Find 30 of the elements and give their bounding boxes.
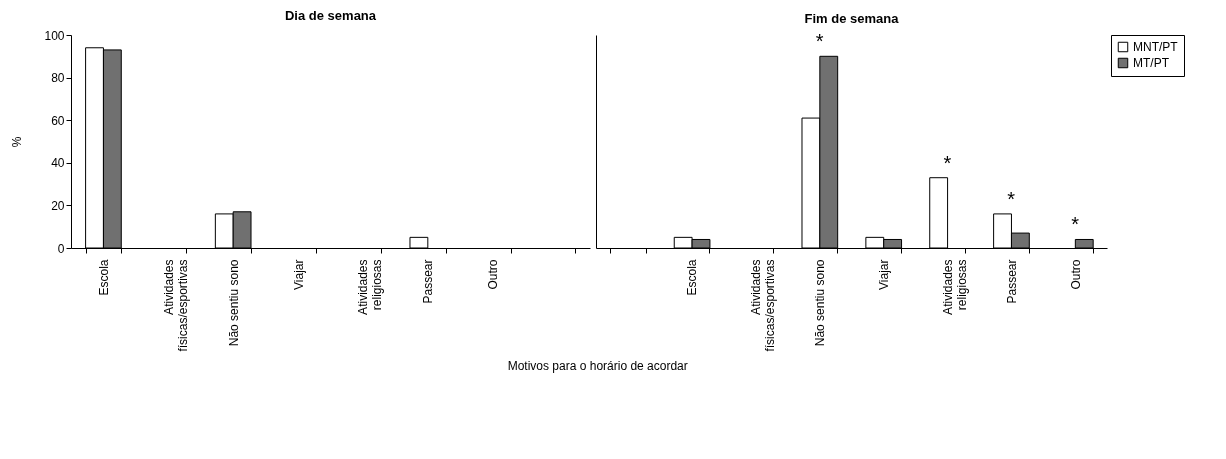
x-tick-label: Atividades religiosas bbox=[356, 259, 385, 315]
annotation: * bbox=[815, 30, 824, 53]
annotation: * bbox=[1071, 213, 1080, 236]
y-tick-label: 80 bbox=[51, 71, 65, 86]
y-tick-label: 20 bbox=[51, 198, 65, 213]
x-tick-label: Viajar bbox=[876, 259, 891, 290]
annotation: * bbox=[1007, 187, 1016, 210]
x-tick-label: Escola bbox=[685, 259, 700, 296]
y-tick-label: 40 bbox=[51, 156, 65, 171]
x-tick-label: Atividades religiosas bbox=[940, 259, 969, 315]
legend-label: MNT/PT bbox=[1133, 40, 1179, 54]
y-tick-label: 60 bbox=[51, 113, 65, 128]
annotation: * bbox=[943, 151, 952, 174]
y-tick-label: 100 bbox=[44, 28, 65, 43]
x-tick-label: Atividades físicas/esportivas bbox=[749, 259, 778, 352]
y-axis-title: % bbox=[10, 136, 25, 148]
x-tick-label: Outro bbox=[486, 259, 501, 290]
x-tick-label: Outro bbox=[1068, 259, 1083, 290]
x-tick-label: Não sentiu sono bbox=[226, 259, 241, 347]
chart-title: Dia de semana bbox=[284, 8, 377, 23]
x-tick-label: Atividades físicas/esportivas bbox=[161, 259, 190, 352]
x-axis-title: Motivos para o horário de acordar bbox=[507, 359, 688, 374]
chart-title: Fim de semana bbox=[804, 11, 900, 27]
x-tick-label: Passear bbox=[421, 259, 436, 304]
x-tick-label: Viajar bbox=[291, 259, 306, 290]
x-tick-label: Não sentiu sono bbox=[813, 259, 828, 347]
x-tick-label: Escola bbox=[96, 259, 111, 296]
y-tick-label: 0 bbox=[57, 241, 65, 256]
x-tick-label: Passear bbox=[1004, 259, 1019, 304]
legend-label: MT/PT bbox=[1133, 56, 1170, 70]
